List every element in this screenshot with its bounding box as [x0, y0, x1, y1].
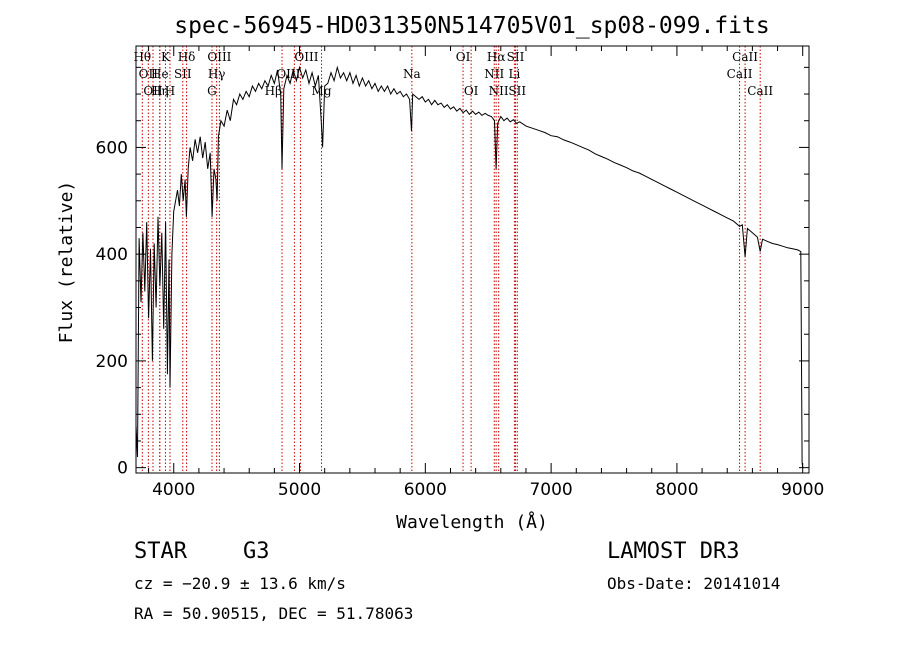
line-marker-label: K	[161, 50, 171, 64]
line-marker-label: Hα	[487, 50, 506, 64]
x-tick-label: 5000	[278, 480, 321, 500]
flux-series-line	[135, 65, 804, 468]
ra-dec-coordinates: RA = 50.90515, DEC = 51.78063	[134, 604, 414, 623]
y-tick-label: 400	[96, 245, 128, 265]
line-marker-label: SII	[174, 67, 192, 81]
line-marker-group	[141, 46, 761, 473]
redshift-velocity: cz = −20.9 ± 13.6 km/s	[134, 574, 346, 593]
plot-frame	[135, 45, 810, 474]
y-tick-label: 600	[96, 138, 128, 158]
y-axis-label: Flux (relative)	[56, 181, 77, 344]
line-marker-label: CaII	[747, 84, 773, 98]
y-tick-label: 200	[96, 352, 128, 372]
line-marker-label: OIII	[276, 67, 300, 81]
line-marker-label: CaII	[732, 50, 758, 64]
line-marker-label: NII	[489, 84, 509, 98]
line-marker-label: OII	[139, 67, 159, 81]
line-marker-label: OII	[143, 84, 163, 98]
tick-labels: 4000 5000 6000 7000 8000 9000 0 200 400 600	[96, 138, 825, 500]
line-marker-label: Li	[508, 67, 520, 81]
line-marker-label: Hβ	[265, 84, 282, 98]
line-marker-label: Hη	[151, 84, 169, 98]
line-marker-label: He	[151, 67, 169, 81]
line-marker-label: Hγ	[208, 67, 226, 81]
x-tick-label: 7000	[529, 480, 572, 500]
line-marker-label: OIII	[294, 50, 318, 64]
line-marker-label: OIII	[207, 50, 231, 64]
line-marker-label: CaII	[727, 67, 753, 81]
y-tick-label: 0	[117, 459, 128, 479]
line-marker-label: Hθ	[133, 50, 151, 64]
x-axis-label: Wavelength (Å)	[396, 511, 548, 533]
line-marker-label: OI	[456, 50, 471, 64]
line-marker-label: SII	[507, 50, 525, 64]
line-marker-label: G	[207, 84, 217, 98]
line-marker-label: Hδ	[178, 50, 196, 64]
object-class: STAR	[134, 539, 187, 564]
line-marker-label: OI	[464, 84, 479, 98]
observation-date: Obs-Date: 20141014	[607, 574, 781, 593]
line-marker-label: NII	[484, 67, 504, 81]
line-marker-labels: HθOIIOIIHeHηKHSIIHδGHγOIIIHβOIIIOIIIMgNa…	[133, 50, 773, 98]
x-tick-label: 8000	[655, 480, 698, 500]
line-marker-label: Mg	[312, 84, 332, 98]
x-tick-label: 4000	[152, 480, 195, 500]
object-subclass: G3	[243, 539, 270, 564]
line-marker-label: Na	[403, 67, 421, 81]
line-marker-label: SII	[508, 84, 526, 98]
survey-name: LAMOST DR3	[607, 539, 740, 564]
chart-title: spec-56945-HD031350N514705V01_sp08-099.f…	[174, 13, 769, 39]
axis-ticks	[136, 46, 809, 473]
x-tick-label: 6000	[404, 480, 447, 500]
x-tick-label: 9000	[781, 480, 824, 500]
line-marker-label: H	[165, 84, 175, 98]
